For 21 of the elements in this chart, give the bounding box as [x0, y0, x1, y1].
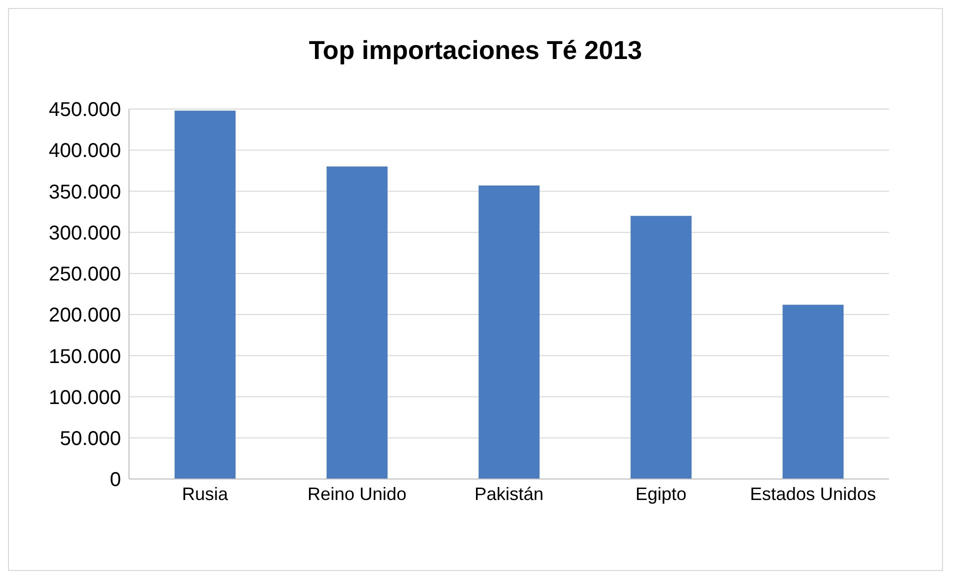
y-tick-label: 400.000 — [48, 140, 121, 162]
chart-title: Top importaciones Té 2013 — [308, 35, 644, 67]
bar — [478, 185, 540, 479]
bar — [630, 216, 692, 479]
x-tick-label: Rusia — [182, 484, 229, 504]
y-tick-label: 200.000 — [48, 304, 121, 327]
y-tick-label: 450.000 — [48, 99, 121, 122]
y-tick-label: 350.000 — [48, 181, 121, 204]
bar — [782, 304, 844, 479]
x-tick-label: Reino Unido — [307, 484, 407, 504]
y-tick-label: 0 — [110, 469, 121, 492]
y-tick-label: 100.000 — [48, 386, 121, 409]
y-tick-label: 300.000 — [48, 222, 121, 244]
x-tick-label: Estados Unidos — [750, 484, 876, 504]
y-tick-label: 50.000 — [60, 428, 121, 450]
y-tick-label: 250.000 — [48, 264, 121, 286]
x-tick-label: Pakistán — [474, 484, 544, 504]
bar — [326, 166, 388, 479]
x-tick-label: Egipto — [635, 484, 687, 504]
y-tick-label: 150.000 — [48, 346, 121, 368]
bar — [174, 110, 236, 479]
